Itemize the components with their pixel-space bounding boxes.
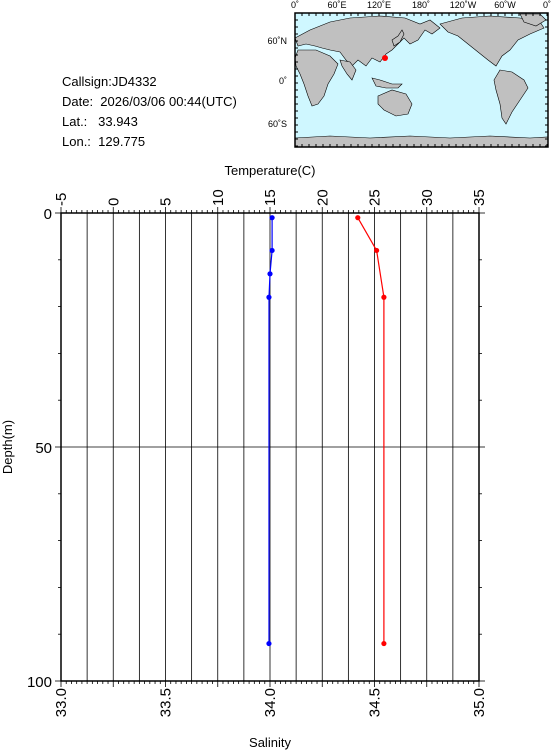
- bottom-tick-label: 35.0: [471, 688, 488, 717]
- map-lat-label-2: 60˚S: [268, 119, 287, 129]
- indonesia: [371, 77, 403, 89]
- australia: [377, 89, 413, 117]
- station-marker: [382, 55, 388, 61]
- bottom-tick-label: 34.5: [367, 688, 384, 717]
- series-line-salinity: [268, 217, 273, 644]
- map-lon-label-2: 120˚E: [367, 0, 391, 10]
- series-point-salinity: [266, 294, 272, 300]
- plot-frame: [60, 212, 480, 682]
- top-axis-label: Temperature(C): [224, 163, 315, 178]
- japan: [391, 29, 405, 47]
- land-masses: [294, 13, 549, 148]
- y-tick-label: 50: [35, 440, 52, 457]
- station-date: Date: 2026/03/06 00:44(UTC): [62, 94, 237, 109]
- series-point-temperature: [355, 215, 361, 221]
- series-point-salinity: [269, 247, 275, 254]
- map-lon-label-0: 0˚: [291, 0, 299, 10]
- series-point-salinity: [269, 215, 275, 221]
- map-lat-label-1: 0˚: [279, 76, 287, 86]
- station-lat: Lat.: 33.943: [62, 114, 138, 129]
- map-lon-label-6: 0˚: [543, 0, 551, 10]
- map-lon-label-4: 120˚W: [450, 0, 477, 10]
- top-tick-label: 0: [105, 198, 122, 206]
- series-point-temperature: [373, 247, 380, 254]
- y-tick-label: 0: [44, 206, 52, 223]
- map-lon-label-5: 60˚W: [494, 0, 516, 10]
- bottom-axis-label: Salinity: [249, 735, 291, 750]
- top-tick-label: 5: [158, 198, 175, 206]
- y-tick-label: 100: [27, 674, 52, 691]
- eurasia: [294, 15, 441, 67]
- y-axis-label: Depth(m): [0, 420, 15, 474]
- greenland: [519, 13, 547, 27]
- top-tick-label: 30: [419, 189, 436, 206]
- bottom-tick-label: 34.0: [262, 688, 279, 717]
- series-point-salinity: [266, 640, 272, 647]
- chart-series: [266, 215, 387, 647]
- series-point-salinity: [267, 271, 273, 277]
- top-tick-label: 20: [314, 189, 331, 206]
- bottom-tick-label: 33.5: [158, 688, 175, 717]
- map-lon-label-1: 60˚E: [327, 0, 346, 10]
- world-map: 0˚ 60˚E 120˚E 180˚ 120˚W 60˚W 0˚ 60˚N 0˚…: [267, 0, 551, 148]
- india: [339, 59, 357, 81]
- station-callsign: Callsign:JD4332: [62, 74, 157, 89]
- chart-grid: [61, 213, 479, 681]
- series-point-temperature: [381, 640, 387, 647]
- south-america: [493, 69, 529, 125]
- station-lon: Lon.: 129.775: [62, 134, 146, 149]
- bottom-tick-label: 33.0: [53, 688, 70, 717]
- map-frame: [294, 12, 549, 148]
- top-tick-label: 35: [471, 189, 488, 206]
- top-tick-label: 15: [262, 189, 279, 206]
- map-lat-label-0: 60˚N: [267, 36, 287, 46]
- map-lon-label-3: 180˚: [412, 0, 430, 10]
- north-america: [439, 15, 545, 67]
- series-point-temperature: [381, 294, 387, 300]
- series-line-temperature: [357, 217, 385, 644]
- top-tick-label: 25: [367, 189, 384, 206]
- top-tick-label: -5: [53, 193, 70, 206]
- top-tick-label: 10: [210, 189, 227, 206]
